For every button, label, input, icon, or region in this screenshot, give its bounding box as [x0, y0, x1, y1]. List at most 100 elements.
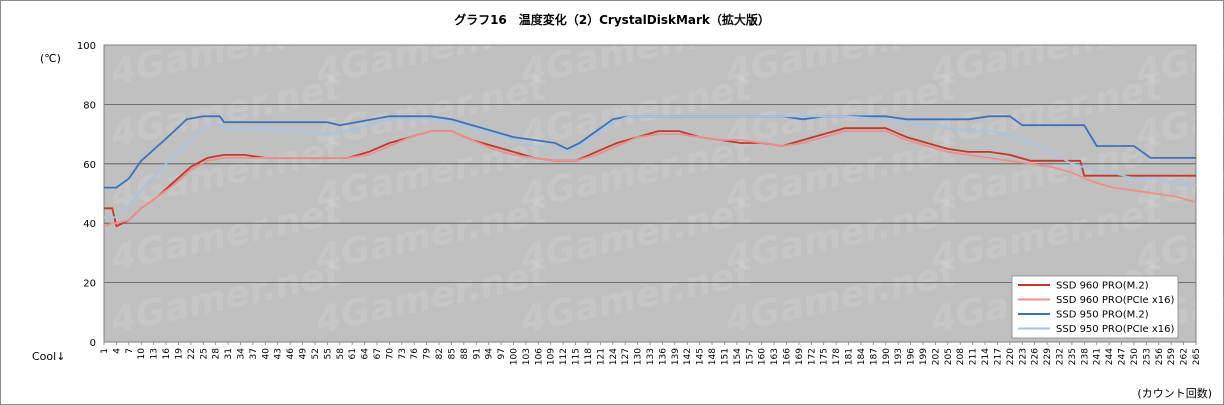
- x-tick-label: 136: [658, 348, 668, 365]
- x-tick-label: 82: [435, 348, 445, 359]
- x-tick-label: 247: [1118, 348, 1128, 365]
- x-tick-label: 154: [733, 348, 743, 365]
- x-tick-label: 91: [472, 348, 482, 359]
- x-tick-label: 229: [1043, 348, 1053, 365]
- x-tick-label: 184: [857, 348, 867, 365]
- series-line-1: [104, 127, 1196, 228]
- legend-entry: SSD 950 PRO(M.2): [1056, 310, 1149, 321]
- y-tick-label: 60: [83, 160, 96, 171]
- x-tick-label: 7: [125, 348, 135, 354]
- x-tick-label: 28: [212, 348, 222, 360]
- x-tick-label: 118: [584, 348, 594, 365]
- x-tick-label: 133: [646, 348, 656, 365]
- x-tick-label: 34: [237, 348, 247, 360]
- x-tick-label: 223: [1018, 348, 1028, 365]
- cool-label: Cool↓: [32, 350, 65, 363]
- x-tick-label: 121: [596, 348, 606, 365]
- x-tick-label: 244: [1105, 348, 1115, 365]
- x-tick-label: 208: [956, 348, 966, 365]
- x-tick-label: 193: [894, 348, 904, 365]
- x-tick-label: 163: [770, 348, 780, 365]
- x-tick-label: 55: [323, 348, 333, 359]
- x-tick-label: 70: [385, 348, 395, 360]
- x-tick-label: 73: [398, 348, 408, 359]
- series-line-4: [104, 115, 1196, 219]
- x-tick-label: 43: [274, 348, 284, 359]
- x-tick-label: 151: [720, 348, 730, 365]
- x-tick-label: 37: [249, 348, 259, 359]
- legend-entry: SSD 960 PRO(M.2): [1056, 281, 1149, 292]
- x-tick-label: 106: [534, 348, 544, 365]
- y-tick-label: 100: [77, 41, 96, 52]
- x-tick-label: 145: [696, 348, 706, 365]
- x-tick-label: 67: [373, 348, 383, 359]
- x-tick-label: 205: [944, 348, 954, 365]
- x-tick-label: 127: [621, 348, 631, 365]
- x-tick-label: 157: [745, 348, 755, 365]
- plot-area: 4Gamer.net4Gamer.net4Gamer.net4Gamer.net…: [77, 5, 1224, 366]
- x-tick-label: 220: [1006, 348, 1016, 365]
- x-tick-label: 130: [634, 348, 644, 365]
- x-tick-label: 172: [807, 348, 817, 365]
- y-tick-label: 20: [83, 279, 96, 290]
- x-tick-label: 235: [1068, 348, 1078, 365]
- y-tick-label: 0: [90, 338, 96, 349]
- x-tick-label: 76: [410, 348, 420, 360]
- x-tick-label: 211: [969, 348, 979, 365]
- x-tick-label: 238: [1080, 348, 1090, 365]
- x-tick-label: 25: [199, 348, 209, 359]
- x-tick-label: 64: [361, 348, 371, 360]
- x-tick-label: 1: [100, 348, 110, 354]
- x-tick-label: 190: [882, 348, 892, 365]
- legend: SSD 960 PRO(M.2) SSD 960 PRO(PCIe x16) SSD…: [1011, 275, 1179, 339]
- x-tick-label: 199: [919, 348, 929, 365]
- x-tick-label: 217: [993, 348, 1003, 365]
- x-tick-label: 46: [286, 348, 296, 360]
- x-tick-label: 160: [758, 348, 768, 365]
- x-tick-label: 226: [1031, 348, 1041, 365]
- x-tick-label: 22: [187, 348, 197, 359]
- chart-title: グラフ16 温度変化（2）CrystalDiskMark（拡大版）: [454, 12, 770, 27]
- x-tick-label: 196: [907, 348, 917, 365]
- x-tick-label: 232: [1056, 348, 1066, 365]
- x-tick-label: 85: [447, 348, 457, 359]
- x-tick-label: 265: [1192, 348, 1202, 365]
- x-tick-label: 166: [783, 348, 793, 365]
- x-tick-label: 256: [1155, 348, 1165, 365]
- x-tick-label: 100: [510, 348, 520, 365]
- x-tick-label: 124: [609, 348, 619, 365]
- x-tick-label: 4: [112, 348, 122, 354]
- y-tick-label: 40: [83, 219, 96, 230]
- x-tick-label: 241: [1093, 348, 1103, 365]
- x-tick-label: 103: [522, 348, 532, 365]
- x-tick-label: 31: [224, 348, 234, 359]
- x-tick-label: 40: [261, 348, 271, 360]
- x-tick-label: 175: [820, 348, 830, 365]
- x-axis-label: (カウント回数): [1137, 387, 1212, 400]
- x-tick-label: 112: [559, 348, 569, 365]
- x-tick-label: 178: [832, 348, 842, 365]
- x-tick-label: 79: [423, 348, 433, 360]
- legend-entry: SSD 960 PRO(PCIe x16): [1056, 295, 1175, 306]
- x-tick-label: 58: [336, 348, 346, 360]
- x-tick-label: 214: [981, 348, 991, 365]
- x-tick-label: 115: [572, 348, 582, 365]
- x-tick-label: 49: [299, 348, 309, 360]
- x-tick-label: 94: [485, 348, 495, 360]
- x-tick-label: 253: [1142, 348, 1152, 365]
- x-tick-label: 16: [162, 348, 172, 360]
- y-tick-label: 80: [83, 100, 96, 111]
- x-tick-label: 187: [869, 348, 879, 365]
- x-tick-label: 181: [845, 348, 855, 365]
- x-tick-label: 259: [1167, 348, 1177, 365]
- x-tick-label: 139: [671, 348, 681, 365]
- x-tick-label: 19: [174, 348, 184, 360]
- x-tick-label: 148: [708, 348, 718, 365]
- x-tick-label: 109: [547, 348, 557, 365]
- y-unit-label: (℃): [40, 52, 61, 65]
- x-tick-label: 142: [683, 348, 693, 365]
- x-tick-label: 88: [460, 348, 470, 360]
- series-line-2: [103, 130, 1197, 228]
- x-tick-label: 52: [311, 348, 321, 359]
